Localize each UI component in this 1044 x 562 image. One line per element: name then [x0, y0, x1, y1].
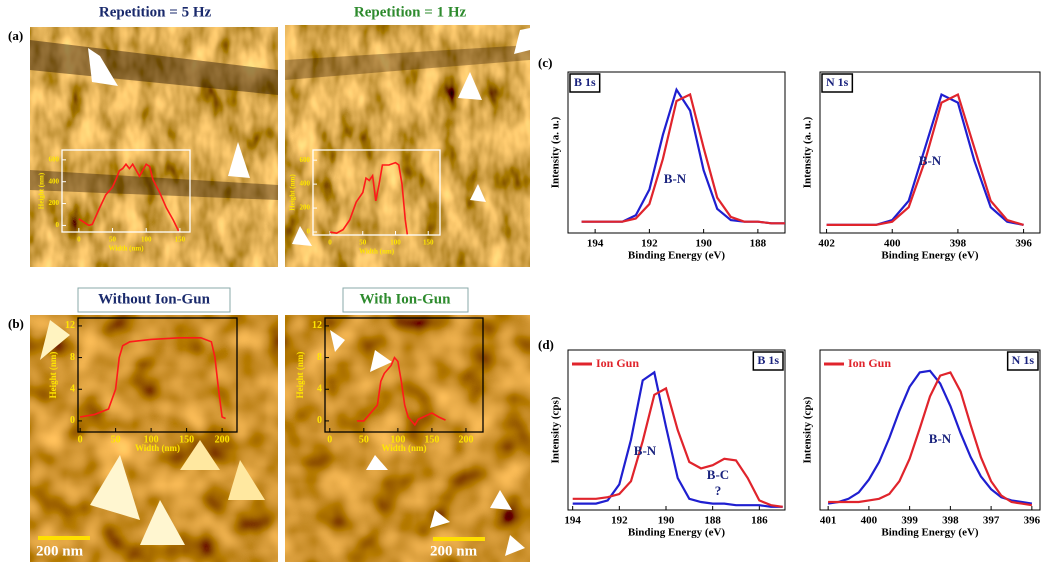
x-axis-label: Width (nm) — [359, 248, 395, 256]
x-tick-label: 190 — [658, 515, 675, 527]
annotation: B-N — [929, 431, 952, 446]
plot-area — [568, 72, 785, 233]
x-tick-label: 188 — [704, 515, 721, 527]
x-tick-label: 192 — [611, 515, 628, 527]
y-tick-label: 0 — [317, 415, 322, 426]
x-tick-label: 0 — [327, 434, 332, 445]
spectrum-label: B 1s — [574, 75, 596, 89]
y-tick-label: 8 — [317, 352, 322, 363]
x-tick-label: 0 — [78, 434, 83, 445]
panel-label: (b) — [8, 316, 24, 331]
image-title: Repetition = 1 Hz — [354, 4, 467, 20]
x-axis-label: Binding Energy (eV) — [628, 527, 726, 539]
annotation: B-N — [634, 443, 657, 458]
x-tick-label: 190 — [695, 238, 712, 250]
annotation: B-N — [919, 153, 942, 168]
y-axis-label: Intensity (a. u.) — [802, 116, 814, 188]
annotation: B-C — [707, 467, 729, 482]
x-tick-label: 0 — [77, 236, 81, 244]
panel-label: (a) — [8, 28, 23, 43]
y-tick-label: 400 — [49, 177, 60, 185]
x-tick-label: 150 — [175, 236, 186, 244]
spectrum-label: B 1s — [757, 353, 779, 367]
x-tick-label: 100 — [390, 239, 401, 247]
y-tick-label: 12 — [65, 320, 75, 331]
annotation: B-N — [664, 171, 687, 186]
x-tick-label: 398 — [942, 515, 959, 527]
scale-bar — [38, 536, 90, 540]
y-axis-label: Height (nm) — [48, 352, 58, 399]
y-tick-label: 200 — [49, 199, 60, 207]
y-axis-label: Height (nm) — [295, 352, 305, 399]
x-tick-label: 398 — [950, 238, 967, 250]
y-tick-label: 0 — [307, 228, 311, 236]
y-tick-label: 600 — [49, 155, 60, 163]
x-axis-label: Binding Energy (eV) — [628, 250, 726, 262]
x-axis-label: Width (nm) — [135, 443, 180, 453]
x-tick-label: 192 — [641, 238, 658, 250]
x-tick-label: 401 — [820, 515, 837, 527]
spectrum-label: N 1s — [826, 75, 849, 89]
scale-bar — [433, 537, 485, 541]
x-tick-label: 194 — [587, 238, 604, 250]
scale-bar-label: 200 nm — [36, 543, 84, 559]
y-tick-label: 0 — [56, 221, 60, 229]
x-tick-label: 50 — [359, 239, 367, 247]
x-tick-label: 402 — [818, 238, 835, 250]
x-tick-label: 150 — [423, 239, 434, 247]
legend-label: Ion Gun — [596, 356, 639, 370]
x-tick-label: 100 — [141, 236, 152, 244]
legend-label: Ion Gun — [848, 356, 891, 370]
x-tick-label: 400 — [861, 515, 878, 527]
x-tick-label: 396 — [1024, 515, 1041, 527]
afm-image — [30, 27, 278, 267]
x-tick-label: 396 — [1015, 238, 1032, 250]
x-tick-label: 0 — [328, 239, 332, 247]
y-tick-label: 600 — [300, 156, 311, 164]
image-title: Without Ion-Gun — [98, 291, 211, 307]
panel-label: (d) — [538, 337, 554, 352]
x-tick-label: 194 — [564, 515, 581, 527]
scale-bar-label: 200 nm — [430, 543, 478, 559]
image-title: Repetition = 5 Hz — [99, 4, 212, 20]
x-tick-label: 50 — [359, 434, 369, 445]
y-tick-label: 4 — [70, 384, 75, 395]
annotation: ? — [715, 483, 722, 498]
y-tick-label: 12 — [312, 320, 322, 331]
x-tick-label: 399 — [901, 515, 918, 527]
x-tick-label: 400 — [884, 238, 901, 250]
x-tick-label: 150 — [179, 434, 194, 445]
y-axis-label: Intensity (cps) — [802, 396, 814, 463]
x-tick-label: 188 — [750, 238, 767, 250]
x-axis-label: Width (nm) — [381, 443, 426, 453]
x-tick-label: 50 — [109, 236, 117, 244]
y-axis-label: Intensity (cps) — [550, 396, 562, 463]
y-tick-label: 400 — [300, 180, 311, 188]
x-axis-label: Binding Energy (eV) — [881, 250, 979, 262]
x-tick-label: 200 — [215, 434, 230, 445]
x-axis-label: Width (nm) — [108, 245, 144, 253]
spectrum-label: N 1s — [1012, 353, 1035, 367]
y-tick-label: 8 — [70, 352, 75, 363]
x-tick-label: 150 — [424, 434, 439, 445]
panel-label: (c) — [538, 55, 552, 70]
x-axis-label: Binding Energy (eV) — [881, 527, 979, 539]
figure: (a) (b) (c) (d) Repetition = 5 Hz Repeti… — [0, 0, 1044, 562]
x-tick-label: 397 — [983, 515, 1000, 527]
y-tick-label: 0 — [70, 415, 75, 426]
x-tick-label: 200 — [458, 434, 473, 445]
x-tick-label: 186 — [751, 515, 768, 527]
y-tick-label: 200 — [300, 204, 311, 212]
image-title: With Ion-Gun — [359, 291, 451, 307]
x-tick-label: 50 — [111, 434, 121, 445]
y-axis-label: Intensity (a. u.) — [550, 116, 562, 188]
y-tick-label: 4 — [317, 384, 322, 395]
y-axis-label: Height (nm) — [289, 174, 297, 211]
y-axis-label: Height (nm) — [38, 172, 46, 209]
